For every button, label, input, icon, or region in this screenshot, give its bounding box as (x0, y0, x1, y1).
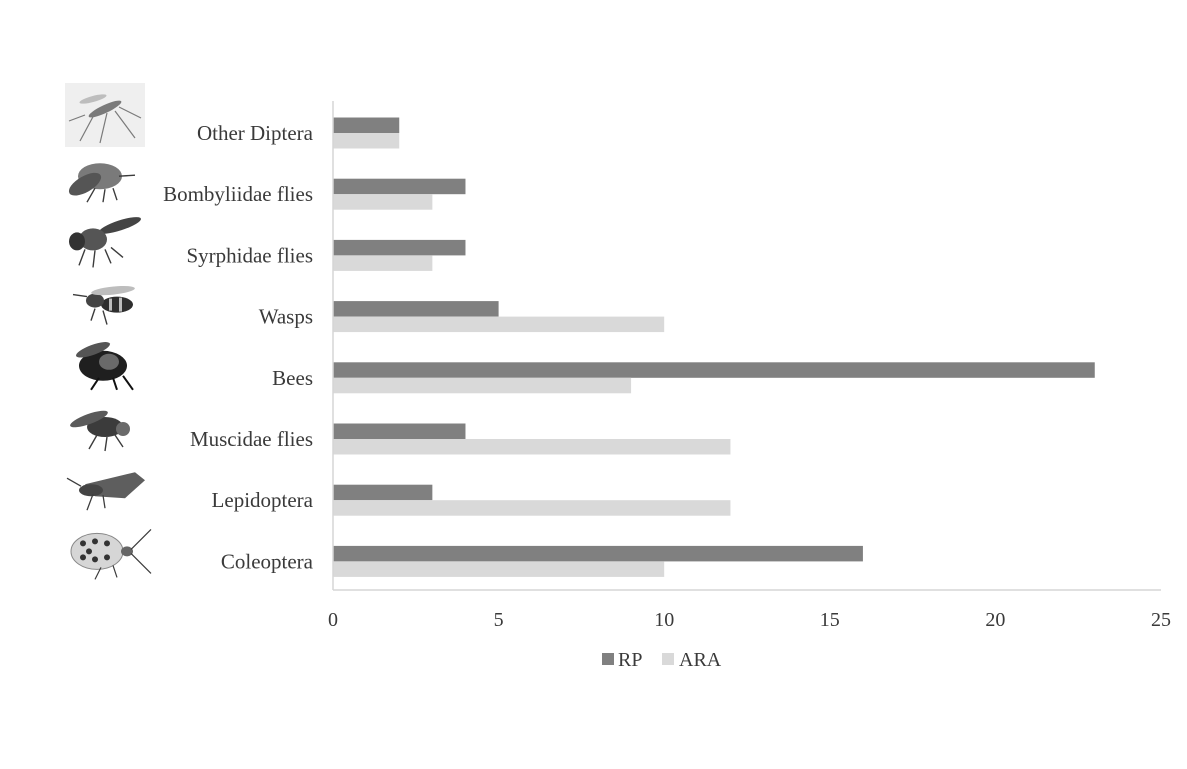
bar-rp-4 (333, 362, 1095, 378)
bee-fly-icon (68, 163, 136, 203)
category-label: Syrphidae flies (186, 243, 313, 267)
bar-rp-1 (333, 178, 466, 195)
x-tick-labels: 0 5 10 15 20 25 (328, 609, 1171, 631)
category-label: Bees (272, 366, 313, 390)
x-tick-label: 5 (494, 609, 504, 631)
bar-ara-0 (333, 133, 400, 149)
moth-icon (66, 472, 145, 511)
bar-rp-3 (333, 301, 499, 317)
bar-ara-3 (333, 316, 665, 333)
category-label: Other Diptera (197, 121, 314, 145)
bar-ara-4 (333, 377, 632, 394)
legend-label-ara: ARA (679, 649, 722, 671)
mosquito-icon (65, 83, 145, 147)
bar-ara-6 (333, 500, 731, 516)
bars (333, 117, 1095, 577)
bumblebee-icon (75, 342, 134, 391)
x-tick-label: 20 (985, 609, 1005, 631)
bar-rp-2 (333, 239, 466, 256)
x-tick-label: 0 (328, 609, 338, 631)
legend-swatch-ara (662, 653, 674, 665)
x-tick-label: 15 (820, 609, 840, 631)
category-label: Coleoptera (221, 549, 314, 573)
bar-ara-1 (333, 194, 433, 210)
category-labels: Other Diptera Bombyliidae flies Syrphidae … (163, 121, 314, 573)
legend: RP ARA (602, 649, 722, 671)
bar-rp-6 (333, 484, 433, 501)
hoverfly-icon (69, 217, 141, 268)
category-label: Bombyliidae flies (163, 182, 313, 206)
bar-ara-5 (333, 439, 731, 455)
category-icons (65, 83, 152, 580)
legend-label-rp: RP (618, 649, 642, 671)
beetle-icon (70, 528, 152, 580)
category-label: Wasps (259, 305, 313, 329)
category-label: Lepidoptera (212, 488, 314, 512)
wasp-icon (72, 286, 135, 325)
bar-rp-7 (333, 545, 863, 562)
legend-swatch-rp (602, 653, 614, 665)
category-label: Muscidae flies (190, 427, 313, 451)
x-tick-label: 25 (1151, 609, 1171, 631)
bar-ara-7 (333, 561, 665, 577)
bar-ara-2 (333, 255, 433, 271)
x-tick-label: 10 (654, 609, 674, 631)
housefly-icon (70, 410, 130, 452)
bar-rp-5 (333, 423, 466, 439)
bar-rp-0 (333, 117, 400, 133)
